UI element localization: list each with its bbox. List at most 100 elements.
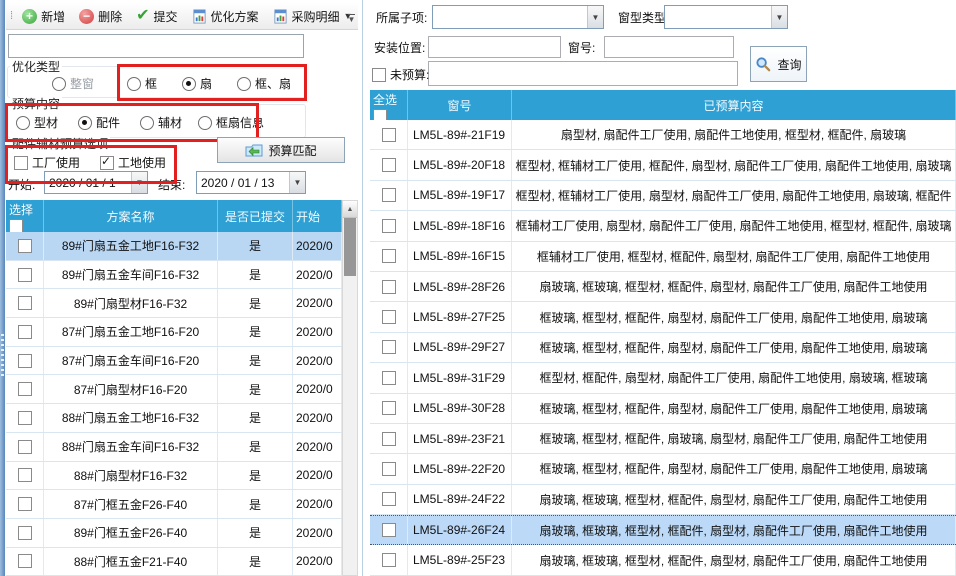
plan-header-start[interactable]: 开始 [293,200,342,232]
toolbar-grip-icon[interactable]: ⁞ [10,10,13,22]
select-all-checkbox[interactable] [373,109,387,120]
row-checkbox[interactable] [17,267,32,282]
plan-table-row[interactable]: 89#门扇五金工地F16-F32 是 2020/0 [6,232,342,261]
chevron-down-icon[interactable]: ▼ [131,172,147,193]
plan-table-scrollbar[interactable]: ▲ [342,200,358,576]
window-header-select-all[interactable]: 全选 [370,90,408,120]
plan-header-submitted[interactable]: 是否已提交 [218,200,293,232]
window-table-row[interactable]: LM5L-89#-23F21 框玻璃, 框型材, 框配件, 扇玻璃, 扇型材, … [370,423,956,455]
plan-search-input[interactable] [8,34,304,58]
row-checkbox[interactable] [381,553,396,568]
plan-table-row[interactable]: 89#门框五金F26-F40 是 2020/0 [6,518,342,548]
radio-option-frame[interactable]: 框 [127,75,157,92]
window-table-row[interactable]: LM5L-89#-29F27 框玻璃, 框型材, 框配件, 扇型材, 扇配件工厂… [370,332,956,364]
window-table-row[interactable]: LM5L-89#-30F28 框玻璃, 框型材, 框配件, 扇型材, 扇配件工厂… [370,393,956,424]
row-select-cell[interactable] [6,547,44,576]
window-table-row[interactable]: LM5L-89#-21F19 扇型材, 扇配件工厂使用, 扇配件工地使用, 框型… [370,120,956,151]
row-checkbox[interactable] [17,439,32,454]
window-table-row[interactable]: LM5L-89#-25F23 扇玻璃, 框玻璃, 框型材, 框配件, 扇型材, … [370,545,956,576]
radio-option-sash[interactable]: 扇 [182,75,212,92]
optimize-plan-button[interactable]: 优化方案 [187,6,264,27]
row-select-cell[interactable] [6,404,44,432]
window-table-row[interactable]: LM5L-89#-20F18 框型材, 框辅材工厂使用, 框配件, 扇型材, 扇… [370,150,956,181]
row-checkbox[interactable] [17,238,32,253]
row-select-cell[interactable] [6,432,44,461]
row-checkbox[interactable] [17,525,32,540]
row-checkbox[interactable] [381,279,396,294]
row-select-cell[interactable] [370,241,408,271]
window-table-row[interactable]: LM5L-89#-16F15 框辅材工厂使用, 框型材, 框配件, 扇型材, 扇… [370,241,956,272]
checkbox-site-use[interactable]: 工地使用 [100,154,166,171]
row-checkbox[interactable] [17,296,32,311]
edge-grip[interactable] [1,334,4,376]
row-select-cell[interactable] [6,375,44,404]
row-checkbox[interactable] [17,497,32,512]
window-table-row[interactable]: LM5L-89#-19F17 框型材, 框辅材工厂使用, 扇型材, 扇配件工厂使… [370,180,956,212]
window-table-row[interactable]: LM5L-89#-31F29 框型材, 框配件, 扇型材, 扇配件工厂使用, 扇… [370,363,956,394]
row-select-cell[interactable] [370,423,408,454]
row-select-cell[interactable] [6,461,44,490]
row-checkbox[interactable] [381,492,396,507]
row-checkbox[interactable] [17,410,32,425]
delete-button[interactable]: − 删除 [74,6,127,27]
row-checkbox[interactable] [381,370,396,385]
no-budget-input[interactable] [428,61,738,86]
radio-option-whole-window[interactable]: 整窗 [52,75,94,92]
radio-option-frame-sash-info[interactable]: 框扇信息 [198,114,264,131]
row-select-cell[interactable] [6,260,44,289]
sub-item-dropdown[interactable]: ▼ [432,5,604,29]
row-checkbox[interactable] [381,188,396,203]
row-checkbox[interactable] [381,340,396,355]
plan-table-row[interactable]: 88#门扇型材F16-F32 是 2020/0 [6,461,342,491]
window-table-row[interactable]: LM5L-89#-18F16 框辅材工厂使用, 扇型材, 扇配件工厂使用, 扇配… [370,211,956,242]
panel-splitter[interactable] [362,0,363,576]
plan-table-row[interactable]: 89#门扇型材F16-F32 是 2020/0 [6,289,342,319]
row-select-cell[interactable] [370,302,408,332]
row-select-cell[interactable] [370,271,408,302]
row-checkbox[interactable] [17,554,32,569]
row-checkbox[interactable] [381,310,396,325]
row-select-cell[interactable] [370,545,408,575]
add-button[interactable]: + 新增 [17,6,70,27]
plan-header-select[interactable]: 选择 [6,200,44,232]
row-checkbox[interactable] [381,401,396,416]
row-checkbox[interactable] [17,382,32,397]
toolbar-overflow-button[interactable]: ▼ [345,9,358,27]
row-checkbox[interactable] [17,324,32,339]
no-budget-checkbox[interactable]: 未预算: [372,66,429,83]
row-select-cell[interactable] [6,346,44,375]
radio-option-profile[interactable]: 型材 [16,114,58,131]
install-position-input[interactable] [428,36,561,58]
row-checkbox[interactable] [381,249,396,264]
date-end-picker[interactable]: 2020 / 01 / 13 ▼ [196,171,306,194]
window-table-row[interactable]: LM5L-89#-22F20 框玻璃, 框型材, 框配件, 扇型材, 扇配件工厂… [370,454,956,485]
row-checkbox[interactable] [381,523,396,538]
plan-table-row[interactable]: 87#门扇五金车间F16-F20 是 2020/0 [6,346,342,376]
radio-option-accessory[interactable]: 配件 [78,114,120,131]
row-checkbox[interactable] [381,218,396,233]
budget-match-button[interactable]: 预算匹配 [217,137,345,163]
window-table-row[interactable]: LM5L-89#-28F26 扇玻璃, 框玻璃, 框型材, 框配件, 扇型材, … [370,271,956,303]
row-select-cell[interactable] [370,120,408,150]
row-checkbox[interactable] [381,127,396,142]
row-select-cell[interactable] [6,318,44,346]
row-checkbox[interactable] [381,158,396,173]
plan-table-row[interactable]: 87#门框五金F26-F40 是 2020/0 [6,490,342,519]
radio-option-auxiliary[interactable]: 辅材 [140,114,182,131]
query-button[interactable]: 查询 [750,46,807,82]
plan-table-row[interactable]: 88#门扇五金工地F16-F32 是 2020/0 [6,404,342,433]
checkbox-factory-use[interactable]: 工厂使用 [14,154,80,171]
row-checkbox[interactable] [17,353,32,368]
row-checkbox[interactable] [17,468,32,483]
submit-button[interactable]: ✔ 提交 [131,6,182,27]
row-checkbox[interactable] [381,461,396,476]
row-select-cell[interactable] [370,332,408,363]
row-select-cell[interactable] [370,393,408,423]
window-header-window-no[interactable]: 窗号 [408,90,512,120]
row-select-cell[interactable] [6,289,44,318]
row-select-cell[interactable] [370,150,408,180]
row-select-cell[interactable] [370,516,408,545]
plan-table-row[interactable]: 87#门扇型材F16-F20 是 2020/0 [6,375,342,405]
chevron-down-icon[interactable]: ▼ [289,172,305,193]
row-select-cell[interactable] [370,484,408,515]
